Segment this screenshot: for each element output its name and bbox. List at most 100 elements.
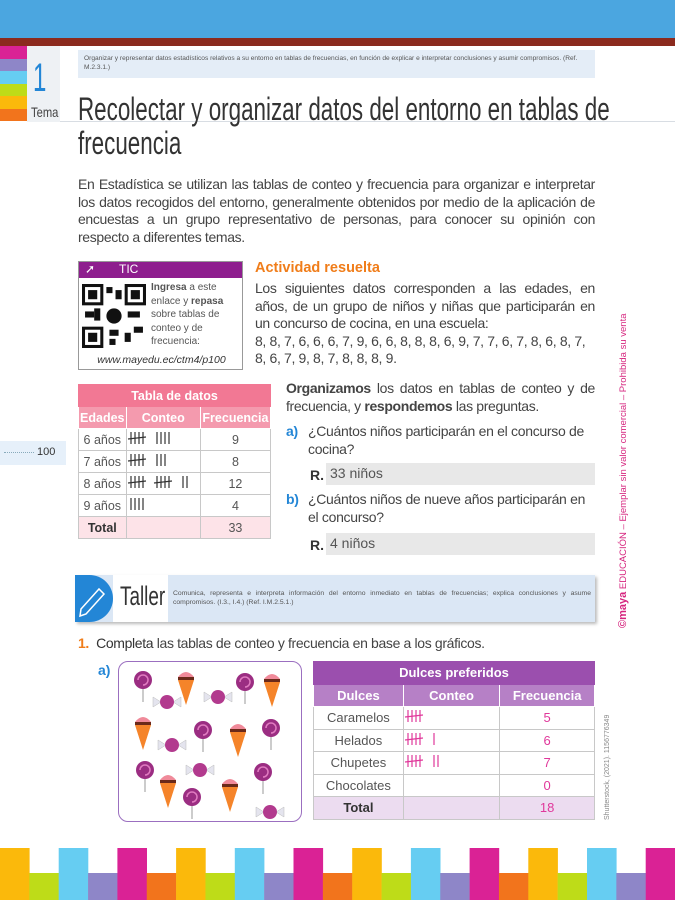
col-header: Edades: [78, 406, 127, 429]
stripe: [29, 873, 59, 900]
ice-cream-icon: [222, 779, 238, 812]
watermark: ©maya EDUCACIÓN – Ejemplar sin valor com…: [617, 313, 629, 629]
lollipop-icon: [262, 719, 280, 750]
total-label: Total: [78, 516, 127, 539]
candy-picture-box: [118, 661, 302, 822]
question-b: b) ¿Cuántos niños de nueve años participa…: [286, 491, 586, 525]
ice-cream-icon: [135, 717, 151, 750]
taller-banner: Taller Comunica, representa e interpreta…: [75, 575, 595, 622]
divider: [60, 121, 675, 122]
stripe: [58, 848, 89, 900]
stripe: [440, 873, 470, 900]
ice-cream-icon: [230, 724, 246, 757]
stripe: [117, 848, 147, 900]
page-number: 100: [0, 441, 66, 465]
candy-icon: [255, 805, 285, 819]
table-row: 6 años 9: [78, 428, 272, 451]
total-value: 18: [499, 796, 595, 820]
candy-icon: [185, 763, 215, 777]
table-title: Dulces preferidos: [313, 661, 595, 685]
tic-header: ➚ TIC: [79, 262, 242, 278]
stripe: [176, 848, 206, 900]
table-row: Caramelos 5: [313, 706, 595, 730]
dotted-line: [4, 452, 34, 453]
stripe: [587, 848, 617, 900]
topic-number: 1: [33, 56, 47, 100]
table-row: Chocolates 0: [313, 773, 595, 797]
ice-cream-icon: [264, 674, 280, 707]
topic-column: [27, 46, 60, 122]
tally-marks: [127, 476, 188, 488]
row-label: Chupetes: [313, 751, 404, 775]
tic-label: TIC: [119, 262, 139, 276]
taller-description: Comunica, representa e interpreta inform…: [173, 590, 591, 606]
image-credit: Shutterstock, (2021). 1156776349: [604, 714, 611, 820]
stripe: [381, 873, 412, 900]
ice-cream-icon: [178, 672, 194, 705]
lollipop-icon: [136, 761, 154, 792]
tally-marks: [404, 710, 423, 723]
topic-label: Tema: [31, 104, 59, 120]
table-title: Tabla de datos: [78, 384, 271, 407]
question-a: a) ¿Cuántos niños participarán en el conc…: [286, 423, 585, 457]
page-title: Recolectar y organizar datos del entorno…: [78, 91, 610, 161]
table-row: Helados 6: [313, 728, 595, 752]
tally-marks: [129, 498, 144, 510]
frequency-value: 0: [499, 773, 595, 797]
tally-marks: [404, 777, 474, 791]
data-table: Tabla de datos Edades Conteo Frecuencia 6 …: [78, 384, 272, 539]
stripe: [645, 848, 675, 900]
exercise-instruction: 1. Completa las tablas de conteo y frecu…: [78, 635, 485, 651]
col-header: Frecuencia: [199, 406, 272, 429]
rocket-icon: ➚: [85, 262, 96, 276]
lollipop-icon: [236, 673, 254, 704]
candy-icon: [152, 695, 182, 709]
tally-cell: [402, 751, 501, 775]
answer-a: R. 33 niños: [310, 463, 595, 485]
tally-cell: [402, 706, 501, 730]
stripe: [352, 848, 382, 900]
row-label: Helados: [313, 728, 404, 752]
pencil-icon: [75, 575, 113, 622]
color-strip: [0, 46, 27, 121]
stripe: [498, 873, 529, 900]
qr-code-icon[interactable]: [82, 284, 146, 348]
stripe: [557, 873, 588, 900]
organize-text: Organizamos los datos en tablas de conte…: [286, 380, 595, 414]
table-row: 7 años 8: [78, 450, 272, 473]
taller-label: Taller: [120, 581, 166, 611]
tic-box: ➚ TIC Ingresa a este enlace y repasa sob…: [78, 261, 243, 370]
top-divider: [0, 38, 675, 46]
col-header: Conteo: [402, 683, 501, 707]
col-header: Conteo: [125, 406, 201, 429]
stripe: [616, 873, 646, 900]
table-row: 9 años 4: [78, 494, 272, 517]
frequency-value: 6: [499, 728, 595, 752]
stripe: [88, 873, 118, 900]
tally-cell: [125, 472, 201, 495]
frequency-value: 7: [499, 751, 595, 775]
activity-text: Los siguientes datos corresponden a las …: [255, 280, 595, 366]
lollipop-icon: [194, 721, 212, 752]
stripe: [322, 873, 353, 900]
row-label: Chocolates: [313, 773, 404, 797]
top-band: [0, 0, 675, 38]
lollipop-icon: [134, 671, 152, 702]
tic-link[interactable]: www.mayedu.ec/ctm4/p100: [97, 354, 226, 366]
col-header: Frecuencia: [499, 683, 595, 707]
table-row: 8 años 12: [78, 472, 272, 495]
bottom-color-stripes: [0, 848, 675, 900]
total-label: Total: [313, 796, 404, 820]
tic-text: Ingresa a este enlace y repasa sobre tab…: [151, 282, 224, 347]
stripe: [469, 848, 500, 900]
frequency-value: 5: [499, 706, 595, 730]
lollipop-icon: [254, 763, 272, 794]
col-header: Dulces: [313, 683, 404, 707]
activity-title: Actividad resuelta: [255, 260, 380, 276]
stripe: [0, 848, 30, 900]
stripe: [205, 873, 236, 900]
candy-table: Dulces preferidos Dulces Conteo Frecuencia…: [313, 661, 595, 820]
stripe: [234, 848, 265, 900]
stripe: [410, 848, 441, 900]
candy-icon: [203, 690, 233, 704]
